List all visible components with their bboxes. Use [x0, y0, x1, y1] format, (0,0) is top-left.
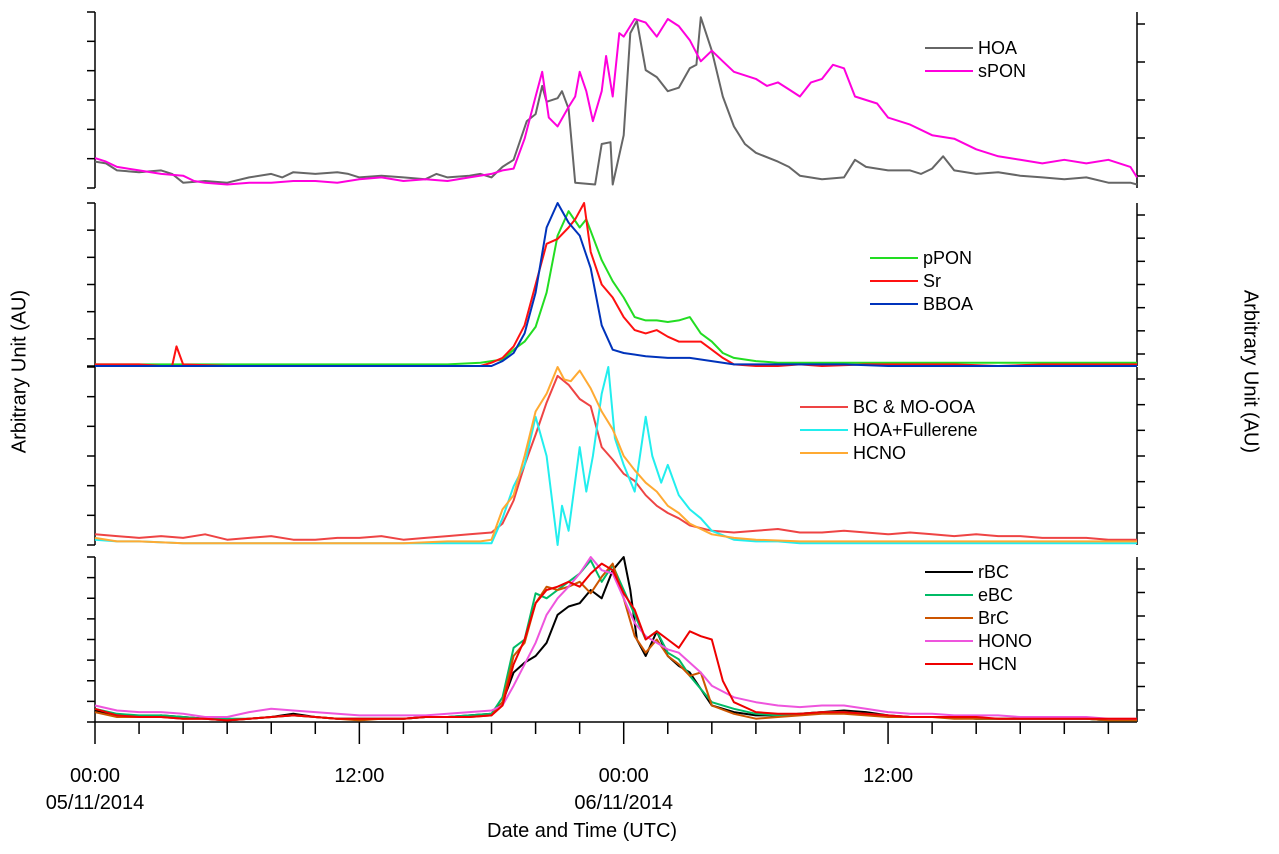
- legend-label-hcno: HCNO: [853, 443, 906, 463]
- legend-label-ebc: eBC: [978, 585, 1013, 605]
- legends: HOA sPON pPON Sr BBOA BC & MO-OOA HOA+Fulleren…: [800, 38, 1032, 674]
- x-tick-labels: 00:00 05/11/2014 12:00 00:00 06/11/2014 12:00: [46, 765, 913, 814]
- y-axis-label-right: Arbitrary Unit (AU): [1239, 289, 1262, 454]
- legend-label-hoa-fullerene: HOA+Fullerene: [853, 420, 978, 440]
- series-line-hoa: [94, 16, 1138, 186]
- x-axis-label: Date and Time (UTC): [487, 820, 678, 842]
- series-line-bboa: [95, 202, 1137, 367]
- x-tick-label-time: 12:00: [334, 765, 384, 787]
- legend-label-hcn: HCN: [978, 654, 1017, 674]
- series-line-hono: [94, 556, 1137, 720]
- series-lines: [94, 16, 1138, 722]
- legend-label-sr: Sr: [923, 271, 941, 291]
- panel-axes: [87, 11, 1145, 744]
- x-tick-label-time: 00:00: [70, 765, 120, 787]
- legend-label-hoa: HOA: [978, 38, 1017, 58]
- legend-label-ppon: pPON: [923, 248, 972, 268]
- series-line-ppon: [95, 210, 1137, 366]
- series-line-spon: [94, 18, 1138, 186]
- legend-label-spon: sPON: [978, 61, 1026, 81]
- series-line-bc-mo-ooa: [94, 374, 1137, 541]
- legend-label-bc-mo-ooa: BC & MO-OOA: [853, 397, 975, 417]
- x-tick-label-time: 00:00: [599, 765, 649, 787]
- series-line-hoa-fullerene: [94, 366, 1137, 546]
- legend-label-rbc: rBC: [978, 562, 1009, 582]
- legend-label-bboa: BBOA: [923, 294, 973, 314]
- legend-label-brc: BrC: [978, 608, 1009, 628]
- x-tick-label-date: 05/11/2014: [46, 792, 145, 814]
- series-line-hcn: [94, 562, 1137, 722]
- series-line-hcno: [94, 366, 1137, 545]
- legend-label-hono: HONO: [978, 631, 1032, 651]
- y-axis-label-left: Arbitrary Unit (AU): [8, 289, 31, 454]
- x-tick-label-date: 06/11/2014: [574, 792, 673, 814]
- x-tick-label-time: 12:00: [863, 765, 913, 787]
